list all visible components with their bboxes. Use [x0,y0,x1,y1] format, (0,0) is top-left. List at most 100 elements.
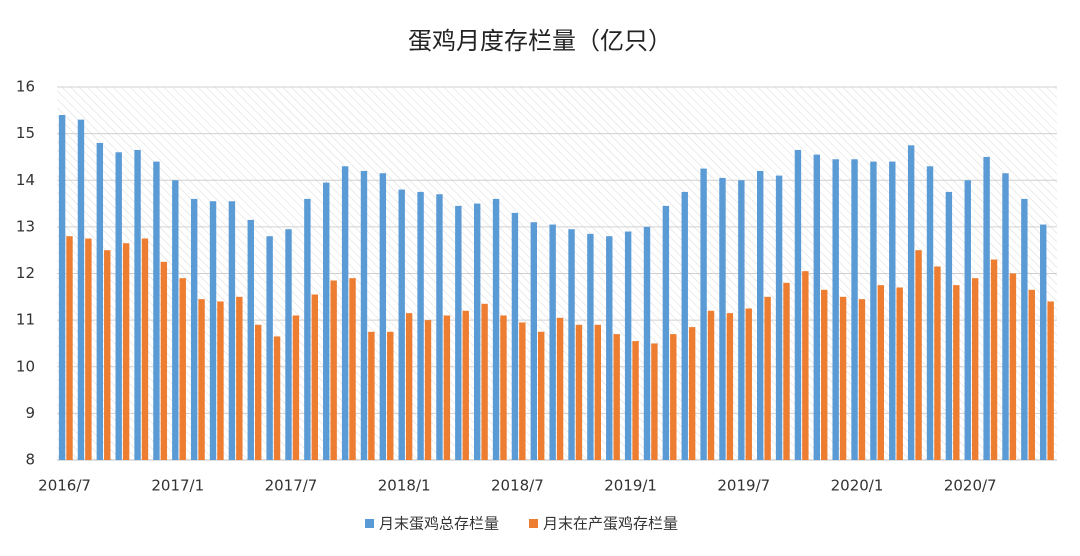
bar [443,315,451,460]
bar [85,238,92,460]
bar [889,161,896,460]
bar [417,191,424,460]
legend-label: 月末在产蛋鸡存栏量 [543,515,678,533]
bar [983,156,990,460]
bar [473,203,481,460]
x-tick-label: 2020/7 [944,477,997,495]
bar [153,161,160,460]
bar [436,194,443,461]
y-tick-label: 8 [25,451,35,469]
bar [266,236,273,460]
bar [688,327,696,460]
bar [481,303,488,460]
bar [1028,289,1035,460]
bar [341,166,349,460]
x-tick-label: 2018/7 [491,477,544,495]
bar [877,285,885,460]
bar [1040,224,1047,460]
bar [964,180,971,460]
x-tick-label: 2016/7 [38,477,91,495]
bar [907,145,915,460]
bar [360,170,368,461]
bar [198,299,205,460]
bar [549,224,556,460]
bar [58,114,66,460]
bar [330,280,337,460]
bar [764,296,771,460]
legend-label: 月末蛋鸡总存栏量 [379,515,499,533]
bar [971,278,979,460]
bar [511,212,519,460]
bar [896,287,903,460]
bar [794,149,802,460]
chart-title: 蛋鸡月度存栏量（亿只） [408,27,672,55]
bar [104,250,111,460]
bar [285,229,292,460]
bar [606,236,613,460]
bar [236,296,243,460]
bar [681,191,688,460]
bar [311,294,318,460]
bar [96,142,104,460]
bar [990,259,998,460]
y-tick-label: 10 [16,357,35,375]
bar [575,324,583,460]
bar [292,315,300,460]
bar [1009,273,1017,460]
bar [926,166,934,460]
bar [323,182,330,461]
bar [613,334,620,460]
x-tick-label: 2018/1 [378,477,431,495]
bar [643,226,651,460]
bar [462,310,469,460]
bar [851,159,858,461]
bar [624,231,632,460]
bar [757,170,764,461]
bar [700,168,707,460]
bar [209,201,217,460]
bar [632,341,639,460]
bar [738,180,745,460]
bar [568,229,575,460]
legend-swatch [365,519,374,528]
bar [115,152,122,460]
bar [398,189,405,460]
x-tick-label: 2017/1 [151,477,204,495]
x-tick-label: 2017/7 [265,477,318,495]
legend-swatch [529,519,539,528]
bar [405,313,413,460]
bar [945,191,953,460]
bar [1021,198,1028,460]
bar [492,198,500,460]
bar [134,149,141,460]
bar [745,308,752,460]
bar [662,205,670,460]
bar [587,233,594,460]
bar [424,320,432,460]
bar [122,243,130,460]
bar [179,278,186,460]
bar [379,173,387,460]
bar [1047,301,1054,460]
bar [160,261,168,460]
bar [254,324,262,460]
x-tick-label: 2019/1 [604,477,657,495]
bar [387,331,394,460]
bar [802,271,809,460]
bar [172,180,179,460]
bar [538,331,545,460]
y-tick-label: 14 [16,171,35,189]
bar [455,205,462,460]
bar [670,334,677,460]
bar [368,331,375,460]
bar [77,119,85,460]
bar [141,238,149,460]
bar [247,219,254,460]
bar [870,161,877,460]
bar [228,201,236,460]
bar [813,154,821,460]
x-tick-label: 2019/7 [717,477,770,495]
bar [726,313,734,460]
y-tick-label: 13 [16,217,35,235]
